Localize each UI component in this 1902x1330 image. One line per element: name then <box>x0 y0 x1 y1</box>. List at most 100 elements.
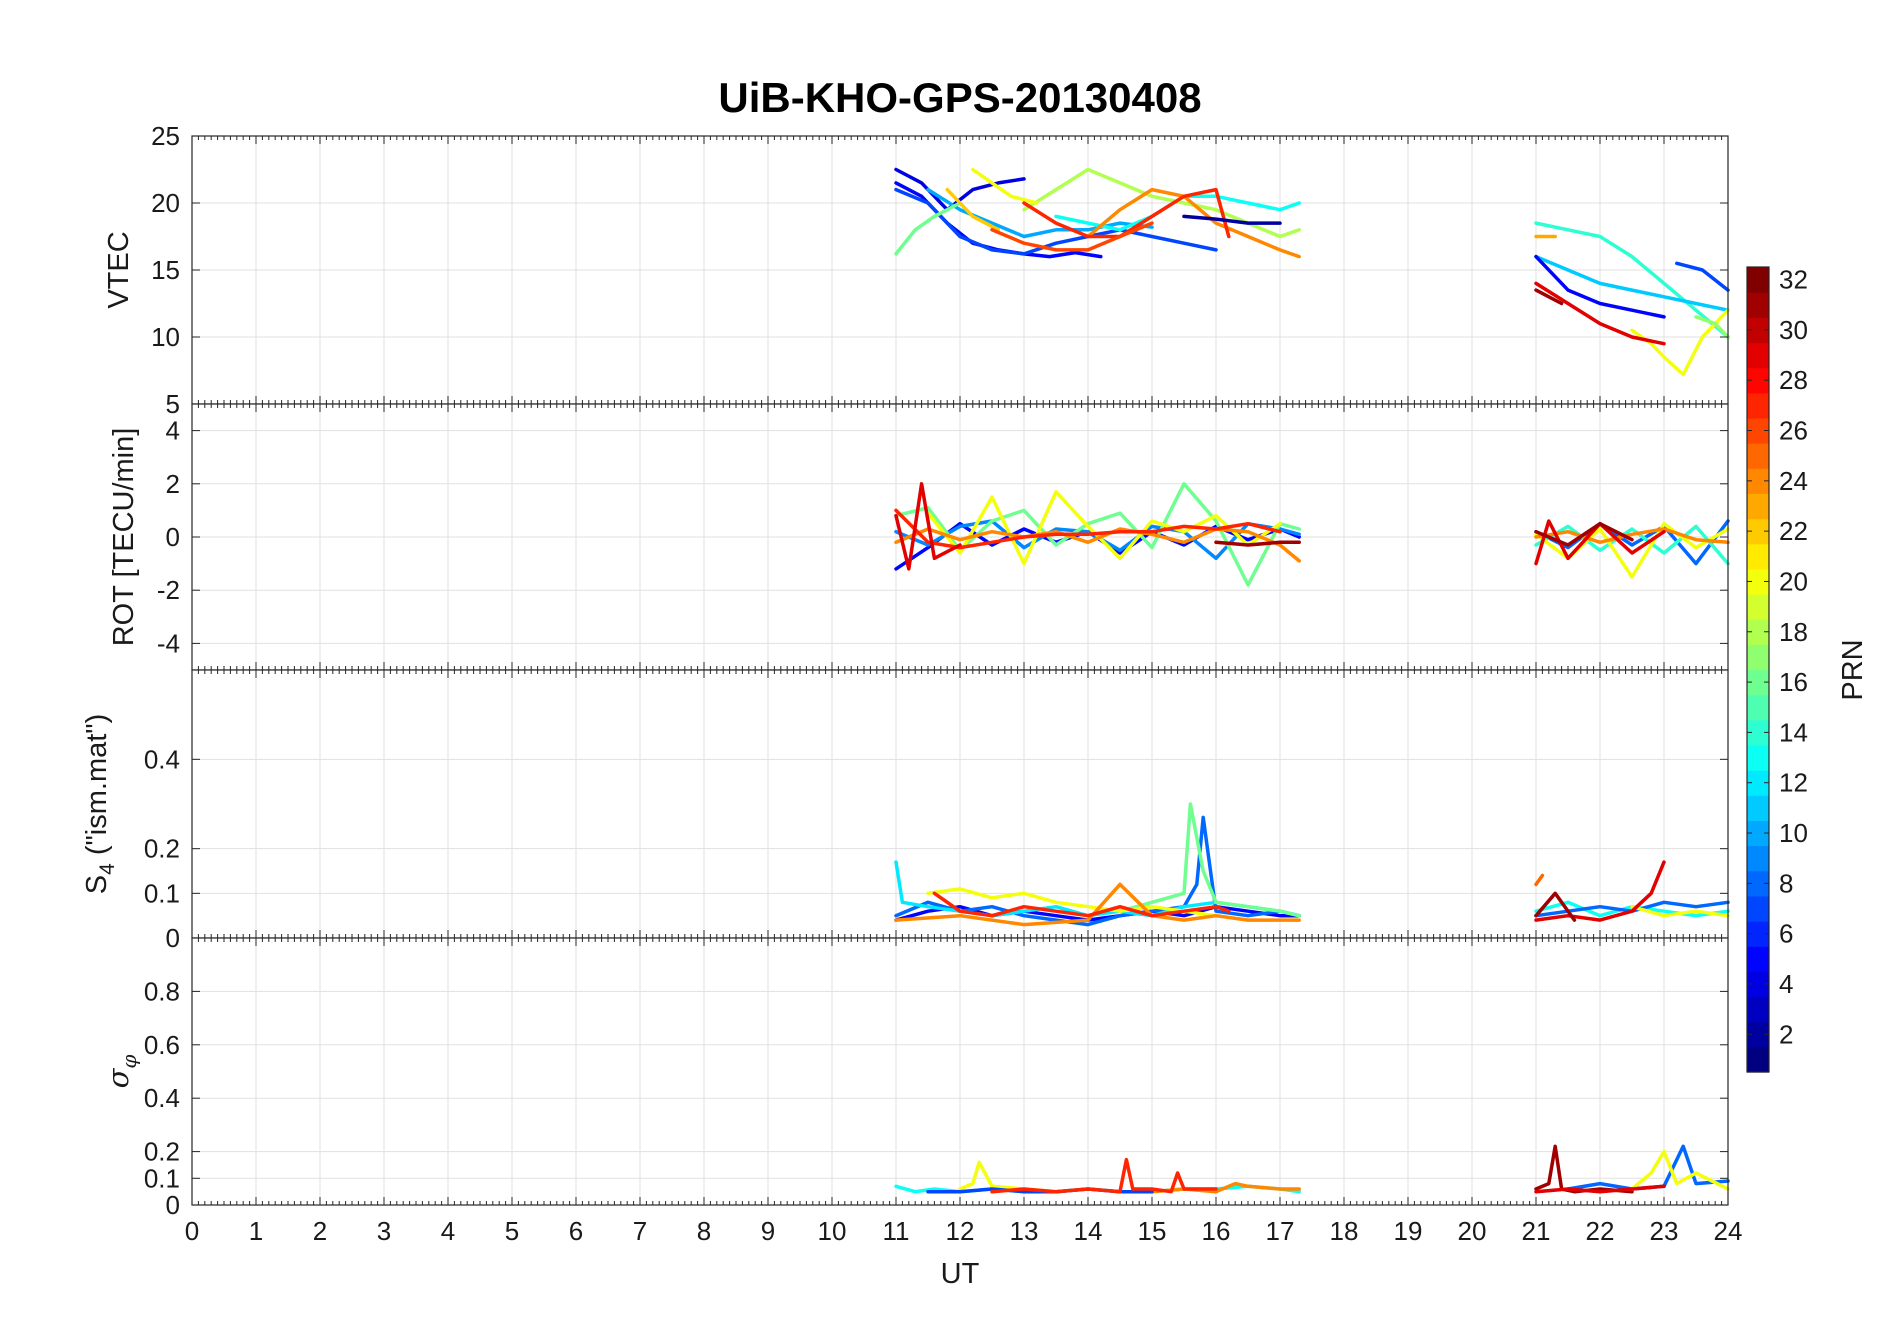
colorbar-cell <box>1747 820 1769 847</box>
x-tick-label: 16 <box>1202 1216 1231 1246</box>
x-tick-label: 18 <box>1330 1216 1359 1246</box>
colorbar-tick-label: 2 <box>1779 1019 1793 1049</box>
x-tick-label: 11 <box>883 1216 910 1246</box>
colorbar-cell <box>1747 770 1769 796</box>
x-tick-label: 1 <box>249 1216 263 1246</box>
series-prn-20 <box>971 167 1039 205</box>
colorbar-cell <box>1747 744 1769 771</box>
colorbar-tick-label: 22 <box>1779 516 1808 546</box>
colorbar-cell <box>1747 443 1769 469</box>
y-tick-label: 0.1 <box>144 1163 180 1193</box>
series-prn-29 <box>1534 519 1666 566</box>
colorbar-cell <box>1747 719 1769 746</box>
series-prn-29 <box>1534 860 1666 922</box>
y-tick-label: 5 <box>166 389 180 419</box>
series-prn-31 <box>1534 521 1634 547</box>
colorbar-tick-label: 6 <box>1779 919 1793 949</box>
x-tick-label: 14 <box>1074 1216 1103 1246</box>
series-prn-16 <box>894 201 962 256</box>
colorbar-cell <box>1747 594 1769 620</box>
x-tick-label: 24 <box>1714 1216 1743 1246</box>
x-tick-label: 21 <box>1522 1216 1551 1246</box>
series-prn-20 <box>1630 904 1730 918</box>
colorbar-cell <box>1747 342 1769 369</box>
y-tick-label: 4 <box>166 416 180 446</box>
colorbar-label: PRN <box>1837 639 1869 700</box>
x-tick-label: 15 <box>1138 1216 1167 1246</box>
colorbar-tick-label: 4 <box>1779 969 1793 999</box>
colorbar-cell <box>1747 568 1769 595</box>
series-prn-7 <box>894 187 1218 256</box>
x-tick-label: 10 <box>818 1216 847 1246</box>
colorbar-tick-label: 12 <box>1779 768 1808 798</box>
y-axis-label: ROT [TECU/min] <box>108 428 140 647</box>
x-tick-label: 6 <box>569 1216 583 1246</box>
series-prn-25 <box>1534 873 1545 887</box>
series-prn-14 <box>1534 524 1730 566</box>
colorbar-cell <box>1747 946 1769 972</box>
colorbar-cell <box>1747 895 1769 922</box>
series-prn-27 <box>990 1157 1218 1194</box>
colorbar-cell <box>1747 870 1769 897</box>
colorbar-tick-label: 26 <box>1779 416 1808 446</box>
series-prn-5 <box>1534 254 1666 319</box>
colorbar-cell <box>1747 845 1769 872</box>
y-tick-label: 0.2 <box>144 834 180 864</box>
x-tick-label: 19 <box>1394 1216 1423 1246</box>
y-tick-label: 25 <box>151 121 180 151</box>
x-tick-label: 0 <box>185 1216 199 1246</box>
colorbar-cell <box>1747 996 1769 1023</box>
y-tick-label: 0.2 <box>144 1137 180 1167</box>
colorbar-tick-label: 14 <box>1779 717 1808 747</box>
series-prn-27 <box>1022 187 1231 239</box>
colorbar-cell <box>1747 468 1769 495</box>
colorbar-cell <box>1747 921 1769 947</box>
series-prn-24 <box>1086 187 1301 259</box>
series-prn-14 <box>1534 221 1730 339</box>
series-prn-29 <box>1534 1184 1666 1194</box>
x-tick-label: 7 <box>633 1216 647 1246</box>
y-tick-label: -2 <box>157 575 180 605</box>
colorbar-cell <box>1747 1046 1769 1073</box>
y-tick-label: 0.6 <box>144 1030 180 1060</box>
series-prn-20 <box>1630 1149 1730 1191</box>
colorbar-cell <box>1747 292 1769 318</box>
colorbar-tick-label: 16 <box>1779 667 1808 697</box>
colorbar-cell <box>1747 417 1769 444</box>
colorbar-cell <box>1747 669 1769 696</box>
y-tick-label: 0.8 <box>144 976 180 1006</box>
colorbar-cell <box>1747 317 1769 344</box>
series-prn-11 <box>1534 254 1730 312</box>
series-prn-10 <box>926 187 1154 239</box>
y-axis-label: σφ <box>101 1055 141 1089</box>
series-prn-2 <box>1182 214 1282 225</box>
y-tick-label: 15 <box>151 255 180 285</box>
series-prn-31 <box>1534 288 1564 306</box>
y-tick-label: 0 <box>166 522 180 552</box>
x-tick-label: 23 <box>1650 1216 1679 1246</box>
panel-1: 5 10 15 20 25 VTEC <box>103 121 1730 419</box>
y-tick-label: 20 <box>151 188 180 218</box>
series-prn-31 <box>1534 891 1577 922</box>
colorbar-cell <box>1747 619 1769 645</box>
y-tick-label: 0.4 <box>144 744 180 774</box>
series-prn-20 <box>926 887 1218 918</box>
series-prn-4 <box>894 167 1026 212</box>
y-tick-label: 10 <box>151 322 180 352</box>
panel-3: 0 0.1 0.2 0.4 S4 ("ism.mat") <box>81 669 1730 953</box>
colorbar-tick-label: 28 <box>1779 365 1808 395</box>
y-tick-label: 0.1 <box>144 878 180 908</box>
series-prn-17 <box>1694 315 1730 339</box>
series-prn-29 <box>894 482 962 571</box>
x-tick-label: 22 <box>1586 1216 1615 1246</box>
colorbar-cell <box>1747 1021 1769 1048</box>
colorbar-tick-label: 30 <box>1779 315 1808 345</box>
y-tick-label: 0.4 <box>144 1083 180 1113</box>
y-tick-label: -4 <box>157 628 180 658</box>
series-prn-5 <box>894 904 1301 922</box>
colorbar-cell <box>1747 644 1769 671</box>
